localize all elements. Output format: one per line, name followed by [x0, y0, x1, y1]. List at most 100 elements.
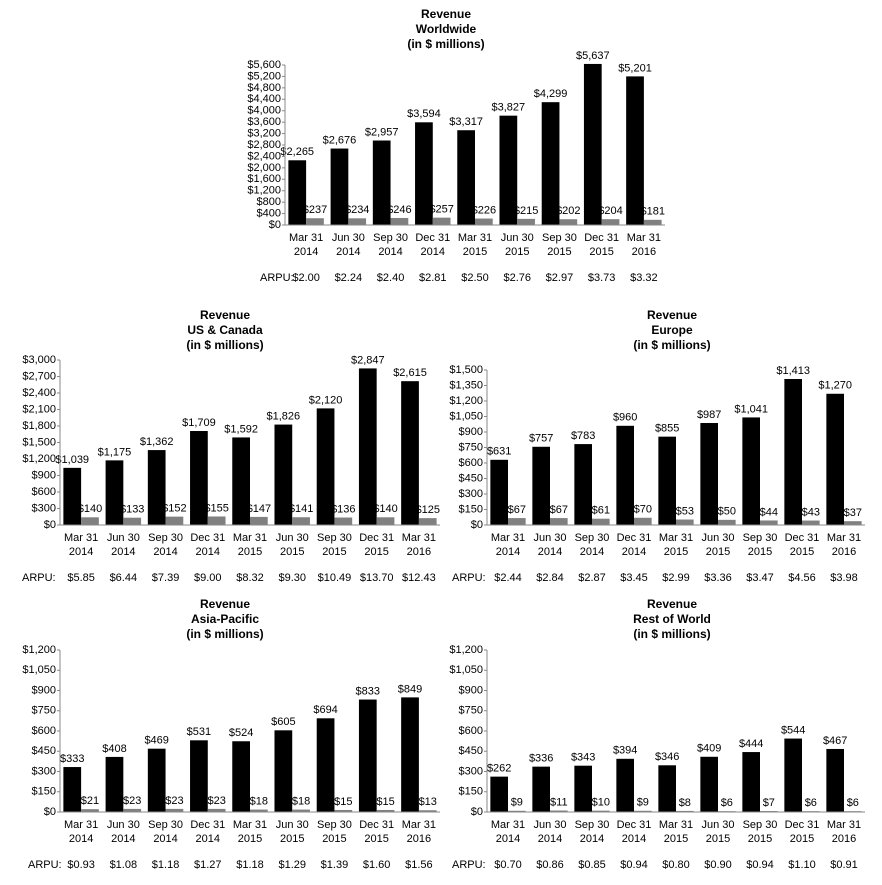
bar: [334, 809, 353, 812]
x-tick-label: Mar 31 2014: [491, 819, 525, 845]
y-tick-label: $1,200: [22, 644, 56, 656]
arpu-label: ARPU:: [260, 272, 294, 284]
y-tick-label: $600: [32, 725, 56, 737]
y-tick-label: $600: [459, 457, 483, 469]
y-tick-label: $750: [32, 705, 56, 717]
arpu-value: $12.43: [402, 572, 436, 584]
x-tick-label: Jun 30 2015: [701, 819, 734, 845]
data-label: $53: [676, 505, 694, 517]
data-label: $8: [679, 797, 691, 809]
data-label: $544: [781, 724, 805, 736]
arpu-value: $0.85: [578, 859, 606, 871]
arpu-value: $2.24: [335, 272, 363, 284]
data-label: $855: [655, 423, 679, 435]
data-label: $67: [550, 504, 568, 516]
bar: [499, 115, 518, 225]
bar: [574, 765, 592, 812]
bar: [190, 740, 208, 812]
data-label: $7: [763, 797, 775, 809]
bar: [592, 810, 610, 812]
data-label: $408: [102, 743, 126, 755]
data-label: $23: [207, 795, 225, 807]
data-label: $15: [376, 796, 394, 808]
arpu-value: $0.86: [536, 859, 564, 871]
bar: [401, 697, 419, 812]
arpu-value: $1.18: [152, 859, 180, 871]
y-tick-label: $4,800: [247, 82, 281, 94]
y-tick-label: $400: [257, 207, 281, 219]
arpu-value: $3.98: [830, 572, 858, 584]
data-label: $4,299: [534, 88, 568, 100]
y-tick-label: $900: [32, 469, 56, 481]
chart-title: Revenue: [200, 597, 250, 611]
data-label: $234: [345, 204, 369, 216]
arpu-value: $1.60: [363, 859, 391, 871]
y-tick-label: $5,600: [247, 59, 281, 71]
data-label: $336: [529, 753, 553, 765]
bar: [81, 809, 99, 812]
x-tick-label: Sep 30 2015: [542, 232, 577, 258]
y-tick-label: $5,200: [247, 70, 281, 82]
bar: [207, 808, 226, 812]
data-label: $783: [571, 430, 595, 442]
data-label: $67: [508, 504, 526, 516]
data-label: $202: [556, 205, 580, 217]
y-tick-label: $1,050: [449, 664, 483, 676]
y-tick-label: $900: [32, 684, 56, 696]
data-label: $346: [655, 751, 679, 763]
y-tick-label: $750: [459, 705, 483, 717]
x-tick-label: Dec 31 2015: [785, 819, 820, 845]
bar: [81, 517, 99, 525]
data-label: $467: [823, 735, 847, 747]
x-tick-label: Dec 31 2015: [785, 532, 820, 558]
y-tick-label: $450: [32, 745, 56, 757]
data-label: $21: [81, 795, 99, 807]
bar: [415, 122, 433, 225]
bar: [802, 520, 820, 525]
bar: [634, 810, 652, 812]
y-tick-label: $2,400: [247, 150, 281, 162]
bar: [626, 76, 644, 226]
bar: [316, 408, 335, 525]
bar: [457, 130, 475, 225]
bar: [418, 518, 437, 525]
x-tick-label: Dec 31 2014: [190, 532, 225, 558]
bar: [165, 808, 184, 812]
arpu-value: $10.49: [318, 572, 352, 584]
data-label: $3,594: [407, 108, 441, 120]
arpu-value: $3.36: [704, 572, 732, 584]
bar: [418, 810, 437, 812]
arpu-label: ARPU:: [28, 859, 62, 871]
data-label: $1,709: [182, 417, 216, 429]
bar: [658, 436, 676, 525]
data-label: $343: [571, 752, 595, 764]
x-tick-label: Dec 31 2015: [584, 232, 619, 258]
arpu-value: $0.70: [494, 859, 522, 871]
data-label: $226: [472, 204, 496, 216]
x-tick-label: Sep 30 2014: [575, 819, 610, 845]
data-label: $204: [598, 205, 622, 217]
bar: [207, 516, 226, 525]
bar: [844, 521, 862, 525]
arpu-value: $13.70: [360, 572, 394, 584]
data-label: $147: [247, 503, 271, 515]
x-tick-label: Sep 30 2014: [148, 819, 183, 845]
y-tick-label: $450: [459, 745, 483, 757]
data-label: $15: [334, 796, 352, 808]
y-tick-label: $900: [459, 426, 483, 438]
arpu-value: $1.29: [278, 859, 306, 871]
y-tick-label: $1,500: [22, 436, 56, 448]
y-tick-label: $2,700: [22, 370, 56, 382]
bar: [63, 767, 82, 812]
data-label: $2,957: [365, 126, 399, 138]
data-label: $37: [844, 507, 862, 519]
data-label: $136: [331, 503, 355, 515]
data-label: $9: [637, 797, 649, 809]
x-tick-label: Mar 31 2015: [659, 819, 693, 845]
x-tick-label: Dec 31 2014: [190, 819, 225, 845]
arpu-label: ARPU:: [452, 859, 486, 871]
x-tick-label: Mar 31 2014: [289, 232, 323, 258]
arpu-value: $2.87: [578, 572, 606, 584]
y-tick-label: $2,100: [22, 403, 56, 415]
data-label: $409: [697, 743, 721, 755]
